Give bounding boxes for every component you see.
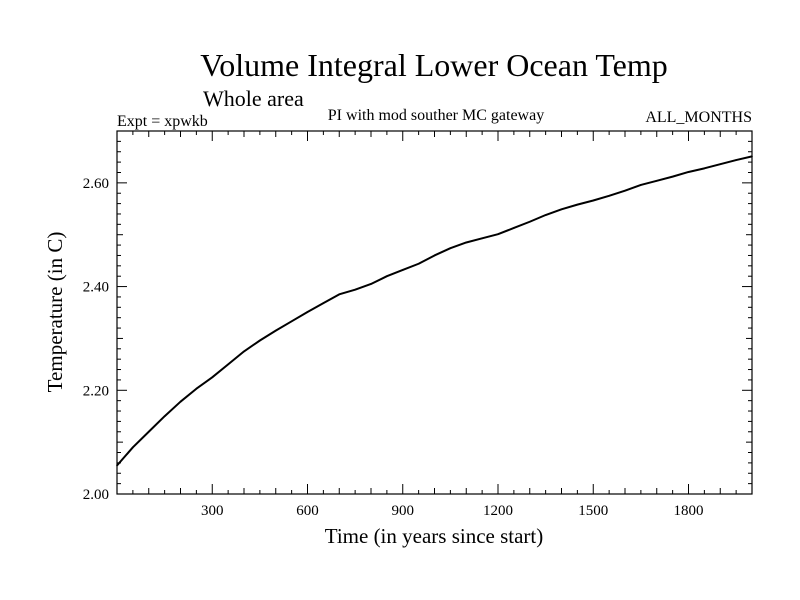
data-point	[211, 376, 214, 379]
data-point	[195, 387, 198, 390]
data-point	[513, 227, 515, 229]
data-point	[719, 163, 722, 165]
x-axis-ticks: 300 600 900 1200 1500 1800	[132, 131, 737, 519]
x-tick-label: 300	[201, 503, 224, 519]
data-point	[735, 159, 737, 161]
y-tick-label: 2.20	[83, 383, 109, 399]
experiment-description: PI with mod souther MC gateway	[328, 107, 544, 124]
data-point	[227, 363, 229, 366]
data-point	[624, 189, 626, 192]
data-point	[243, 350, 245, 353]
data-point	[560, 208, 563, 211]
data-point	[433, 254, 436, 257]
data-point	[751, 155, 753, 158]
x-axis-label: Time (in years since start)	[325, 524, 544, 548]
series-layer	[116, 155, 753, 467]
y-axis-ticks: 2.00 2.20 2.40 2.60	[83, 140, 752, 503]
data-point	[179, 400, 182, 403]
experiment-label: Expt = xpwkb	[117, 113, 208, 130]
data-point	[322, 302, 325, 304]
months-label: ALL_MONTHS	[645, 109, 752, 126]
x-tick-label: 1800	[674, 503, 704, 519]
data-point	[306, 311, 309, 313]
data-point	[449, 247, 452, 249]
data-point	[687, 171, 690, 173]
data-point	[274, 329, 277, 332]
data-point	[259, 339, 261, 342]
data-point	[655, 179, 658, 182]
data-point	[163, 415, 166, 418]
data-point	[528, 220, 531, 223]
data-point	[290, 320, 293, 323]
data-point	[370, 283, 372, 285]
data-point	[116, 464, 118, 467]
data-point	[401, 269, 404, 271]
x-tick-label: 600	[296, 503, 319, 519]
chart-title: Volume Integral Lower Ocean Temp	[200, 47, 668, 83]
data-point	[147, 430, 150, 433]
x-tick-label: 900	[392, 503, 415, 519]
y-tick-label: 2.60	[83, 176, 109, 192]
data-point	[671, 175, 674, 178]
data-point	[703, 167, 706, 170]
data-point	[608, 195, 610, 197]
data-point	[497, 233, 499, 235]
x-tick-label: 1500	[578, 503, 608, 519]
data-point	[592, 199, 595, 202]
y-tick-label: 2.00	[83, 487, 109, 503]
data-point	[338, 293, 341, 296]
x-tick-label: 1200	[483, 503, 513, 519]
series-line	[116, 155, 753, 467]
data-point	[640, 184, 642, 186]
data-point	[417, 262, 420, 265]
y-axis-label: Temperature (in C)	[43, 232, 67, 393]
data-point	[544, 214, 547, 216]
data-point	[354, 288, 356, 291]
data-point	[132, 446, 134, 449]
data-point	[465, 241, 468, 244]
y-tick-label: 2.40	[83, 280, 109, 296]
data-point	[386, 275, 388, 278]
chart-subtitle: Whole area	[203, 86, 304, 111]
plot-frame	[116, 130, 753, 495]
data-point	[481, 237, 483, 240]
data-point	[576, 203, 579, 206]
